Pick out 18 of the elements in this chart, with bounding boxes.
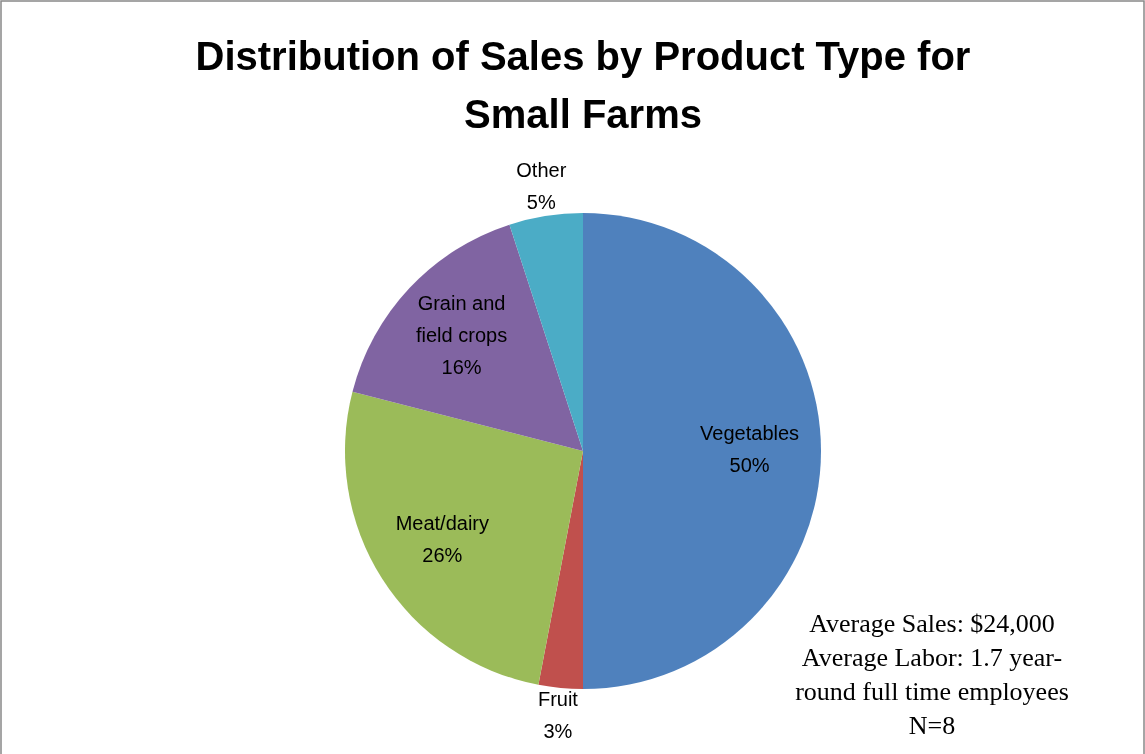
text: N=8: [908, 711, 956, 740]
data-label: 26%: [422, 543, 463, 566]
text: Average Labor: 1.7 year-round full time employees: [795, 643, 1069, 706]
data-label: 3%: [543, 719, 573, 742]
data-label: 16%: [441, 356, 482, 379]
slice-label: Fruit: [537, 687, 579, 710]
data-label: 50%: [729, 454, 770, 477]
slice-label: Vegetables: [700, 422, 800, 445]
text: Average Sales: $24,000: [809, 609, 1055, 638]
data-label: 5%: [526, 191, 556, 213]
pie-slice: [352, 224, 583, 451]
pie-slice: [538, 451, 583, 689]
pie-slice: [509, 213, 583, 451]
slice-label: Other: [516, 159, 567, 181]
slice-label: Meat/dairy: [395, 511, 490, 534]
slice-label: Grain and field crops: [415, 292, 508, 347]
pie-slice: [345, 391, 583, 685]
chart-title: Distribution of Sales by Product Type for Small Farms: [195, 34, 971, 136]
